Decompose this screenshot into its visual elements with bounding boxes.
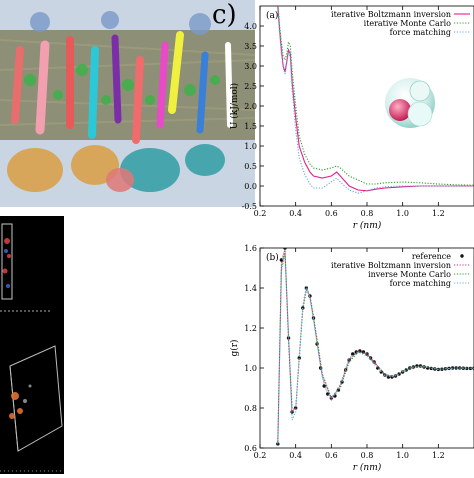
y-tick-label: 1.6: [244, 244, 257, 253]
x-tick-label: 0.6: [325, 451, 338, 460]
x-tick-label: 1.0: [396, 209, 409, 218]
membrane-protein-image: [0, 0, 255, 207]
x-tick-label: 0.8: [361, 209, 374, 218]
potential-chart-svg: 0.2 0.4 0.6 0.8 1.0 1.2 -0.5 0.0 0.5 1.0 1.5 2.0 2.5…: [229, 5, 474, 231]
x-tick-label: 1.2: [432, 209, 445, 218]
legend-entry: iterative Boltzmann inversion: [331, 10, 451, 19]
series-line-2: [277, 9, 474, 194]
figure-panel-label: c): [212, 0, 237, 30]
legend-entry: iterative Monte Carlo: [364, 19, 452, 28]
legend-swatch: [460, 254, 464, 258]
rdf-chart-svg: 0.2 0.4 0.6 0.8 1.0 1.2 0.6 0.8 1.0 1.2 1.4 1.6 r (n…: [229, 244, 474, 473]
legend-entry: inverse Monte Carlo: [368, 270, 451, 279]
molecule-inset-icon: [385, 78, 435, 128]
x-tick-label: 1.2: [432, 451, 445, 460]
y-tick-label: 1.0: [244, 364, 257, 373]
y-tick-label: 3.0: [244, 62, 257, 71]
data-point: [440, 367, 444, 371]
x-tick-label: 0.8: [361, 451, 374, 460]
simulation-box-image: [0, 216, 64, 474]
legend-entry: reference: [412, 252, 451, 261]
rdf-chart: 0.2 0.4 0.6 0.8 1.0 1.2 0.6 0.8 1.0 1.2 1.4 1.6 r (n…: [228, 236, 474, 474]
simulation-box-illustration: [0, 216, 64, 474]
x-tick-label: 0.2: [254, 451, 267, 460]
subpanel-label: (b): [266, 252, 279, 263]
series-group: [277, 6, 474, 194]
data-point: [465, 366, 469, 371]
x-axis-label: r (nm): [353, 220, 382, 231]
series-line-1: [277, 6, 474, 186]
y-axis-label: U (kJ/mol): [229, 83, 240, 129]
y-tick-label: 0.6: [244, 444, 257, 453]
y-tick-label: 2.0: [244, 102, 257, 111]
series-group: [276, 248, 474, 447]
x-tick-label: 0.4: [289, 451, 302, 460]
data-point: [351, 352, 355, 356]
y-tick-label: 2.5: [244, 82, 257, 91]
legend-entry: iterative Boltzmann inversion: [331, 261, 451, 270]
y-tick-label: -0.5: [242, 202, 257, 211]
series-line-0: [277, 6, 474, 192]
x-tick-label: 0.2: [254, 209, 267, 218]
x-tick-label: 0.6: [325, 209, 338, 218]
y-tick-label: 1.5: [244, 122, 257, 131]
y-tick-label: 0.5: [244, 162, 257, 171]
x-axis-label: r (nm): [353, 462, 382, 473]
subpanel-label: (a): [266, 10, 278, 21]
y-tick-label: 3.5: [244, 42, 257, 51]
y-axis-label: g(r): [229, 339, 240, 356]
data-point: [354, 350, 358, 354]
x-tick-label: 1.0: [396, 451, 409, 460]
data-point: [326, 392, 330, 396]
x-tick-label: 0.4: [289, 209, 302, 218]
data-point: [454, 366, 458, 370]
data-point: [283, 248, 287, 250]
y-tick-label: 4.0: [244, 22, 257, 31]
membrane-protein-illustration: [0, 0, 255, 207]
data-point: [322, 384, 326, 388]
y-tick-label: 0.0: [244, 182, 257, 191]
series-line-3: [277, 253, 474, 447]
legend-entry: force matching: [390, 28, 451, 37]
y-tick-label: 0.8: [244, 404, 257, 413]
y-tick-label: 1.4: [244, 284, 257, 293]
legend-entry: force matching: [390, 279, 451, 288]
potential-chart: 0.2 0.4 0.6 0.8 1.0 1.2 -0.5 0.0 0.5 1.0 1.5 2.0 2.5…: [228, 0, 474, 232]
y-tick-label: 1.2: [244, 324, 257, 333]
y-tick-label: 1.0: [244, 142, 257, 151]
data-point: [297, 356, 301, 360]
